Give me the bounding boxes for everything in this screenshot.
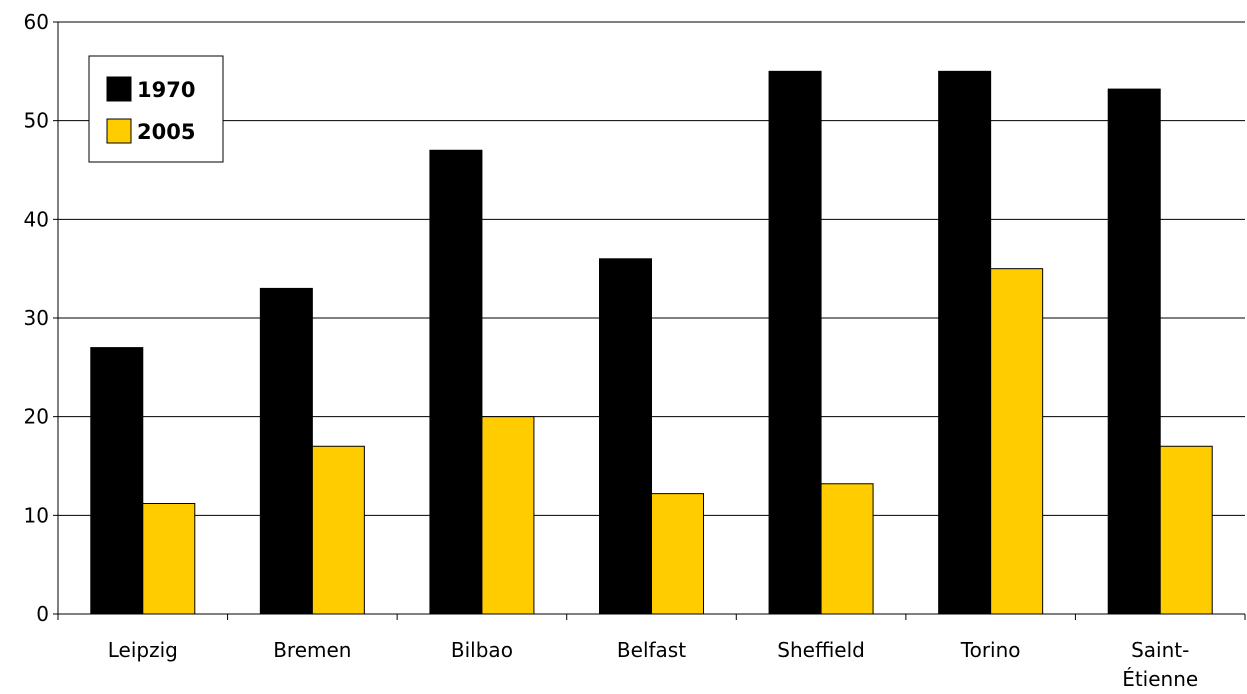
x-tick-label: Étienne bbox=[1122, 667, 1198, 690]
bar-2005-bremen bbox=[311, 445, 365, 615]
bar-1970-belfast bbox=[599, 258, 652, 615]
y-tick-label: 30 bbox=[24, 306, 49, 330]
legend-swatch-2005 bbox=[106, 118, 132, 144]
legend: 1970 2005 bbox=[88, 55, 224, 163]
legend-box bbox=[88, 55, 224, 163]
bar-1970-bilbao bbox=[429, 149, 483, 615]
legend-swatch-1970 bbox=[106, 76, 132, 102]
y-tick-label: 10 bbox=[24, 503, 49, 527]
bar-1970-torino bbox=[938, 70, 992, 615]
y-tick-label: 0 bbox=[36, 602, 49, 626]
x-tick-label: Sheffield bbox=[777, 638, 865, 662]
bar-2005-torino bbox=[990, 268, 1044, 615]
x-tick-label: Bilbao bbox=[451, 638, 513, 662]
x-tick-label: Torino bbox=[960, 638, 1021, 662]
y-tick-label: 50 bbox=[24, 109, 49, 133]
bar-2005-leipzig bbox=[142, 502, 196, 615]
bar-1970-saint-étienne bbox=[1107, 88, 1161, 615]
axes: 0 10 20 30 40 50 60 Leipzig Bremen Bilbao Belfast S… bbox=[24, 10, 1246, 691]
y-tick-label: 20 bbox=[24, 405, 49, 429]
bar-1970-bremen bbox=[259, 287, 313, 615]
bar-1970-leipzig bbox=[90, 347, 144, 615]
bars bbox=[90, 70, 1213, 615]
bar-2005-saint-étienne bbox=[1159, 445, 1213, 615]
x-tick-label: Leipzig bbox=[108, 638, 178, 662]
bar-2005-belfast bbox=[651, 493, 704, 615]
x-tick-label: Bremen bbox=[273, 638, 351, 662]
x-tick-label: Saint- bbox=[1131, 638, 1189, 662]
bar-2005-bilbao bbox=[481, 416, 535, 615]
x-tick-label: Belfast bbox=[617, 638, 686, 662]
y-tick-label: 60 bbox=[24, 10, 49, 34]
bar-1970-sheffield bbox=[768, 70, 822, 615]
legend-label-1970: 1970 bbox=[137, 78, 195, 102]
legend-label-2005: 2005 bbox=[137, 120, 195, 144]
y-tick-label: 40 bbox=[24, 207, 49, 231]
bar-2005-sheffield bbox=[820, 483, 874, 615]
